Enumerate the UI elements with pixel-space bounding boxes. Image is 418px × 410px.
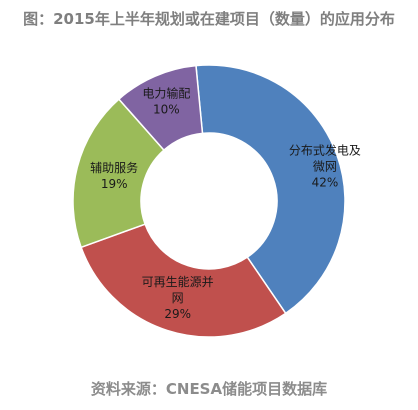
slice-label-3: 电力输配 10%	[142, 85, 190, 116]
donut-slice-1	[80, 223, 287, 338]
slice-value-label: 29%	[164, 307, 191, 321]
slice-name-label: 可再生能源并	[142, 275, 214, 289]
slice-value-label: 10%	[153, 102, 180, 116]
slice-name-label: 微网	[313, 159, 337, 173]
slice-label-2: 辅助服务 19%	[90, 160, 138, 191]
slice-value-label: 42%	[312, 175, 339, 189]
source-note: 资料来源：CNESA储能项目数据库	[90, 380, 328, 398]
chart-title: 图：2015年上半年规划或在建项目（数量）的应用分布	[23, 10, 395, 28]
slice-label-1: 可再生能源并网 29%	[142, 275, 214, 321]
donut-slice-2	[72, 98, 166, 249]
slice-label-0: 分布式发电及微网 42%	[289, 142, 361, 189]
slice-name-label: 网	[172, 291, 184, 305]
slice-name-label: 电力输配	[142, 85, 190, 100]
donut-slice-3	[117, 64, 204, 152]
slice-name-label: 辅助服务	[90, 160, 138, 175]
slice-labels: 分布式发电及微网 42% 可再生能源并网 29% 辅助服务 19% 电力输配 10%	[90, 85, 361, 321]
donut-slices	[72, 64, 346, 338]
slice-name-label: 分布式发电及	[289, 142, 361, 157]
donut-slice-0	[195, 64, 346, 315]
slice-value-label: 19%	[101, 177, 128, 191]
